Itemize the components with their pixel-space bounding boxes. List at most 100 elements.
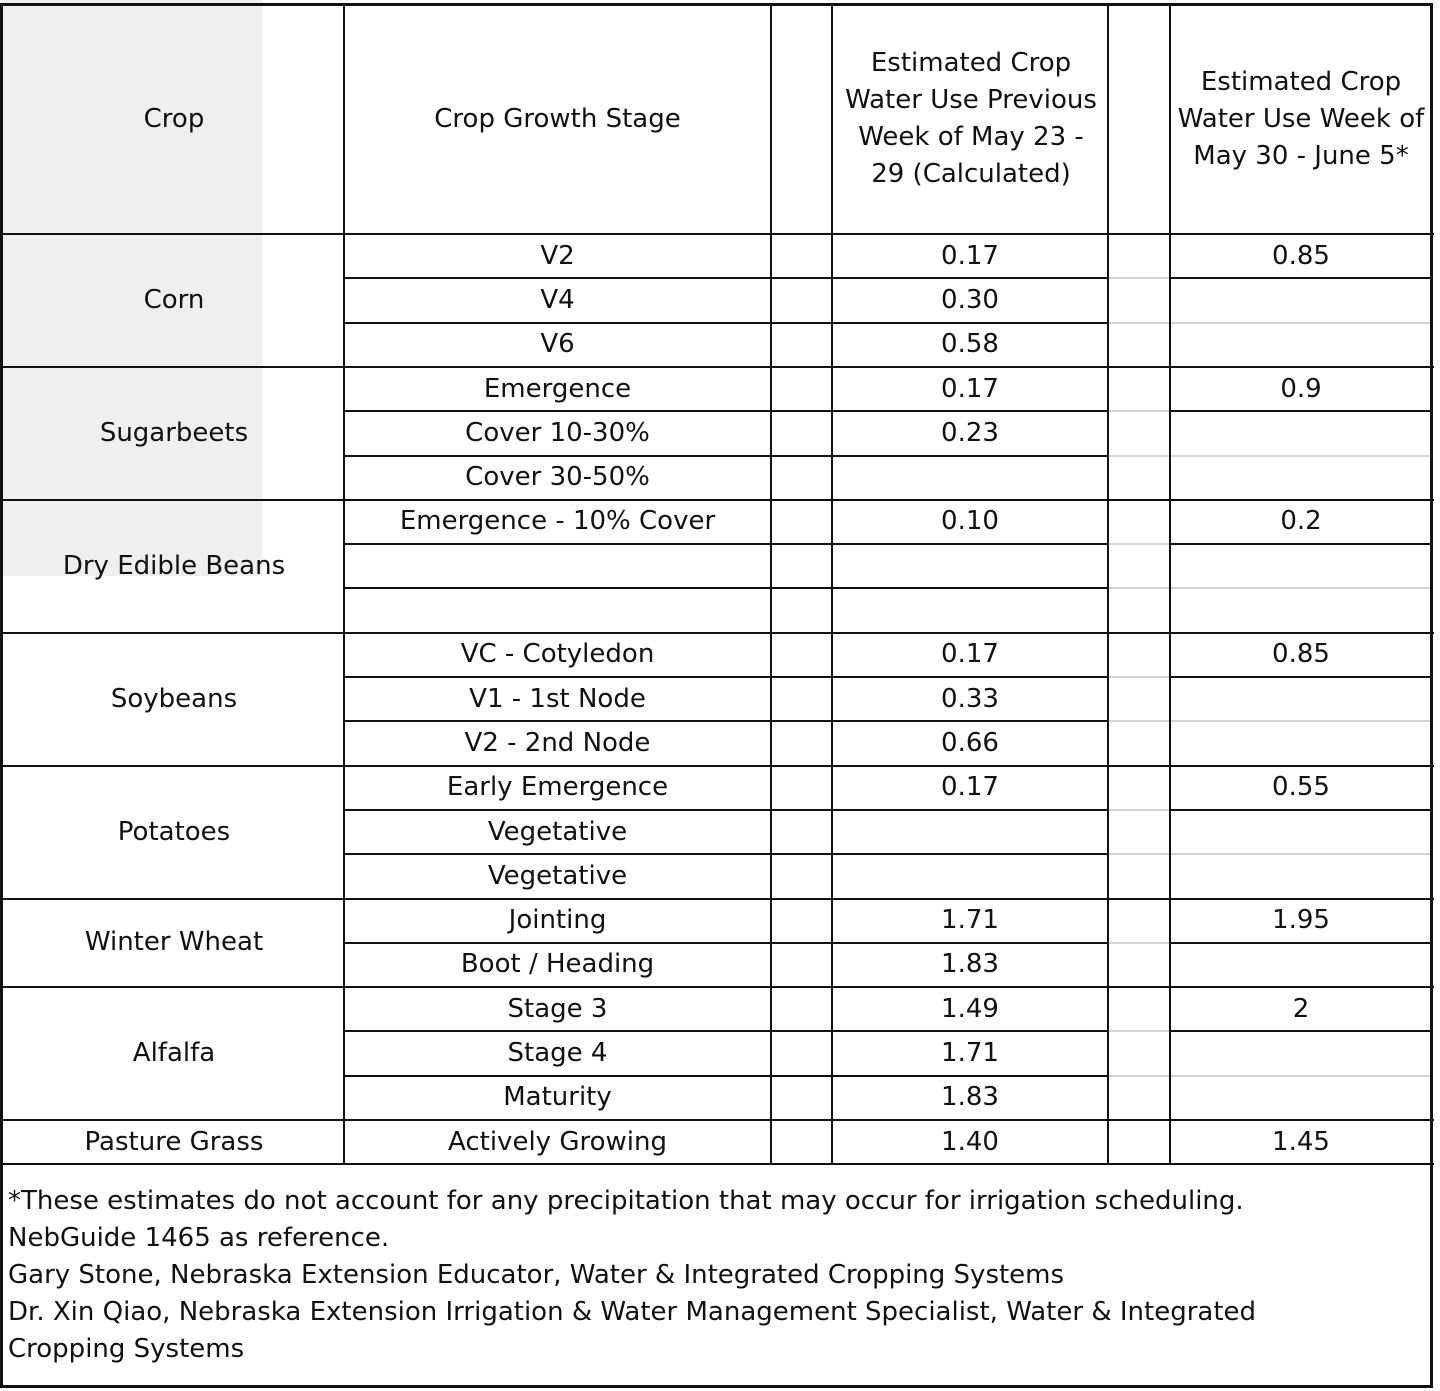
- row-divider-light: [1108, 1074, 1170, 1077]
- crop-name: Potatoes: [117, 816, 231, 847]
- footnote-line: *These estimates do not account for any …: [8, 1186, 1244, 1216]
- prev-week-value: 1.49: [941, 993, 999, 1024]
- prev-week-value: 0.33: [941, 683, 999, 714]
- crop-name: Sugarbeets: [99, 417, 249, 448]
- row-divider-light: [1108, 941, 1170, 944]
- row-divider-light: [1170, 587, 1432, 590]
- table-border: [0, 3, 1433, 1388]
- prev-week-value: 0.23: [941, 417, 999, 448]
- row-divider-light: [1108, 720, 1170, 723]
- prev-week-value: 0.17: [941, 373, 999, 404]
- group-divider: [0, 897, 1434, 900]
- group-divider: [0, 233, 1434, 235]
- growth-stage: Stage 3: [507, 993, 608, 1024]
- row-divider-light: [1108, 808, 1170, 811]
- footnote: *These estimates do not account for any …: [8, 1183, 1428, 1368]
- growth-stage: Cover 10-30%: [465, 417, 650, 448]
- growth-stage: Actively Growing: [448, 1126, 667, 1157]
- row-divider-light: [1170, 853, 1432, 856]
- column-divider: [1169, 4, 1171, 1165]
- row-divider-light: [1170, 720, 1432, 723]
- growth-stage: Vegetative: [487, 816, 628, 847]
- group-divider: [0, 764, 1434, 767]
- crop-name: Pasture Grass: [84, 1126, 264, 1157]
- estimate-blank-shade: [0, 487, 262, 576]
- growth-stage: Emergence - 10% Cover: [399, 506, 716, 537]
- row-divider: [344, 410, 1108, 413]
- column-divider: [1107, 4, 1109, 1165]
- row-divider: [344, 587, 1108, 590]
- prev-week-value: 1.71: [941, 1038, 999, 1069]
- growth-stage: Boot / Heading: [460, 949, 655, 980]
- estimate-blank-shade: [0, 88, 262, 178]
- column-divider: [343, 4, 345, 1165]
- growth-stage: V1 - 1st Node: [469, 683, 646, 714]
- growth-stage: Early Emergence: [446, 772, 669, 803]
- row-divider-light: [1170, 1074, 1432, 1077]
- estimate-blank-shade: [0, 0, 262, 89]
- row-divider: [1170, 410, 1432, 413]
- next-week-estimate: 0.55: [1272, 772, 1330, 803]
- next-week-estimate: 0.85: [1272, 639, 1330, 670]
- header-growth-stage: Crop Growth Stage: [434, 103, 681, 134]
- row-divider: [344, 321, 1108, 324]
- group-divider: [0, 365, 1434, 368]
- growth-stage: V2 - 2nd Node: [464, 727, 651, 758]
- growth-stage: Emergence: [483, 373, 632, 404]
- prev-week-value: 0.30: [941, 284, 999, 315]
- next-week-estimate: 2: [1292, 993, 1310, 1024]
- growth-stage: V6: [540, 329, 575, 360]
- prev-week-value: 1.71: [941, 905, 999, 936]
- row-divider: [1170, 277, 1432, 280]
- next-week-estimate: 1.95: [1272, 905, 1330, 936]
- row-divider: [344, 676, 1108, 678]
- group-divider: [0, 498, 1434, 501]
- next-week-estimate: 0.85: [1272, 240, 1330, 271]
- crop-name: Winter Wheat: [84, 927, 264, 958]
- row-divider: [344, 808, 1108, 811]
- growth-stage: Maturity: [503, 1082, 612, 1113]
- row-divider-light: [1108, 676, 1170, 678]
- row-divider-light: [1170, 454, 1432, 457]
- row-divider: [1170, 941, 1432, 944]
- growth-stage: VC - Cotyledon: [460, 639, 655, 670]
- row-divider-light: [1108, 410, 1170, 413]
- group-divider: [0, 986, 1434, 989]
- footnote-line: Gary Stone, Nebraska Extension Educator,…: [8, 1260, 1065, 1290]
- estimate-blank-shade: [0, 354, 262, 443]
- prev-week-value: 1.83: [941, 949, 999, 980]
- footnote-line: Cropping Systems: [8, 1334, 245, 1364]
- column-divider: [770, 4, 772, 1165]
- prev-week-value: 0.10: [941, 506, 999, 537]
- next-week-estimate: 0.2: [1280, 506, 1322, 537]
- row-divider-light: [1108, 1030, 1170, 1033]
- group-divider: [0, 1119, 1434, 1121]
- prev-week-value: 1.83: [941, 1082, 999, 1113]
- header-crop: Crop: [143, 103, 205, 134]
- growth-stage: Jointing: [508, 905, 607, 936]
- growth-stage: Vegetative: [487, 860, 628, 891]
- row-divider: [344, 277, 1108, 280]
- growth-stage: Stage 4: [507, 1038, 608, 1069]
- row-divider: [344, 720, 1108, 723]
- header-next-week-water-use: Estimated Crop Water Use Week of May 30 …: [1177, 66, 1425, 171]
- row-divider: [1170, 543, 1432, 546]
- estimate-blank-shade: [0, 265, 262, 355]
- crop-name: Dry Edible Beans: [62, 550, 286, 581]
- row-divider-light: [1108, 587, 1170, 590]
- row-divider: [344, 941, 1108, 944]
- row-divider-light: [1108, 321, 1170, 324]
- row-divider-light: [1108, 853, 1170, 856]
- row-divider: [344, 1030, 1108, 1033]
- growth-stage: V4: [540, 284, 575, 315]
- row-divider: [1170, 1030, 1432, 1033]
- row-divider: [344, 454, 1108, 457]
- prev-week-value: 0.66: [941, 727, 999, 758]
- row-divider-light: [1170, 321, 1432, 324]
- row-divider: [344, 1074, 1108, 1077]
- footnote-line: NebGuide 1465 as reference.: [8, 1223, 390, 1253]
- growth-stage: V2: [540, 240, 575, 271]
- row-divider: [1170, 808, 1432, 811]
- crop-name: Corn: [143, 284, 205, 315]
